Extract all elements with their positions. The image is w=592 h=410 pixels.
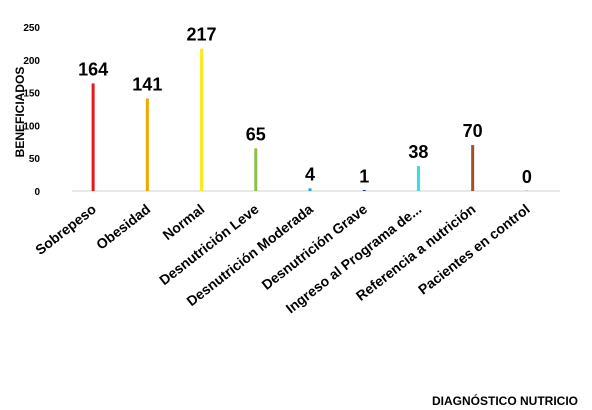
y-tick-label: 250 — [23, 23, 40, 34]
bar-value-labels: 164 141 217 65 4 1 38 70 0 — [78, 25, 532, 187]
category-label: Sobrepeso — [32, 201, 99, 258]
bar — [471, 145, 475, 191]
bar-value-label: 65 — [246, 124, 266, 144]
bars — [91, 48, 529, 192]
bar-value-label: 38 — [408, 142, 428, 162]
bar-value-label: 141 — [132, 75, 162, 95]
bar-value-label: 164 — [78, 59, 108, 79]
bar — [200, 48, 204, 192]
y-tick-label: 200 — [23, 56, 40, 67]
y-axis-ticks: 0 50 100 150 200 250 — [23, 23, 40, 198]
category-label: Obesidad — [93, 201, 153, 253]
x-axis-title: DIAGNÓSTICO NUTRICIO — [432, 393, 578, 408]
bar-value-label: 70 — [463, 121, 483, 141]
bar — [254, 148, 258, 191]
bar — [525, 190, 529, 191]
bar — [362, 190, 366, 191]
y-tick-label: 150 — [23, 89, 40, 100]
bar — [416, 166, 420, 191]
bar-value-label: 0 — [522, 167, 532, 187]
bar — [91, 83, 95, 191]
category-label: Normal — [160, 201, 208, 243]
category-label: Desnutrición Leve — [156, 201, 262, 288]
bar — [145, 98, 149, 191]
y-tick-label: 0 — [34, 187, 40, 198]
bar — [308, 188, 312, 191]
y-tick-label: 100 — [23, 121, 40, 132]
y-axis-title: BENEFICIADOS — [13, 67, 27, 158]
bar-value-label: 217 — [187, 25, 217, 45]
y-tick-label: 50 — [29, 154, 41, 165]
bar-value-label: 1 — [359, 166, 369, 186]
bar-value-label: 4 — [305, 164, 315, 184]
